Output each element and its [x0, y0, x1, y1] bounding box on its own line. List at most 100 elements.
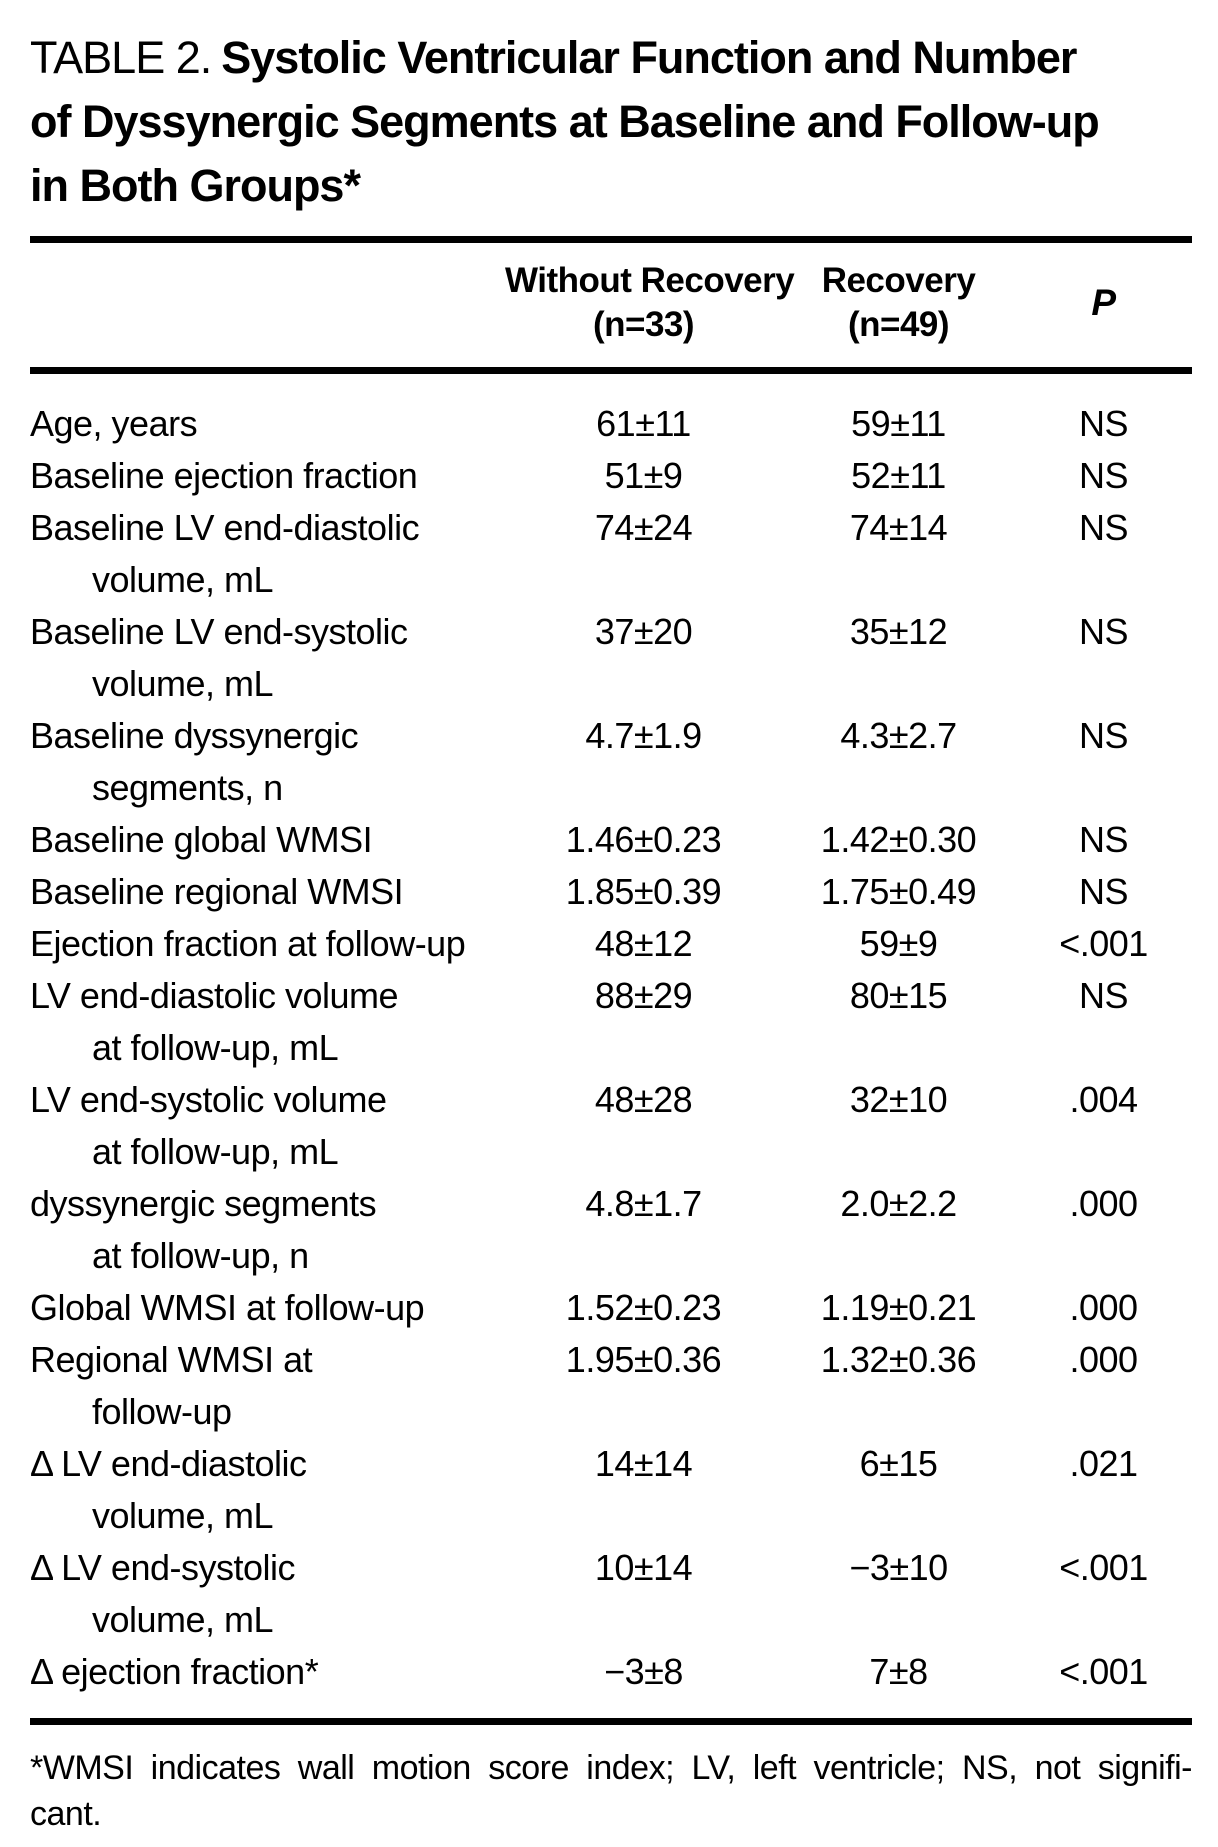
row-label-continuation: segments, n [92, 767, 283, 808]
row-label: Age, years [30, 403, 198, 444]
value-p: NS [1078, 403, 1129, 444]
value-recovery: 4.3±2.7 [840, 715, 957, 756]
table-row: LV end-diastolic volume at follow-up, mL… [30, 970, 1192, 1074]
value-recovery: 59±9 [859, 923, 938, 964]
table-row: dyssynergic segments at follow-up, n 4.8… [30, 1178, 1192, 1282]
title-text-line-3: in Both Groups* [30, 160, 361, 211]
value-p: <.001 [1059, 923, 1148, 964]
footnote: *WMSI indicates wall motion score index;… [30, 1745, 1193, 1837]
value-without-recovery: 48±12 [594, 923, 693, 964]
table-row: Global WMSI at follow-up 1.52±0.23 1.19±… [30, 1282, 1192, 1334]
value-without-recovery: 37±20 [594, 611, 693, 652]
table-row: Baseline dyssynergic segments, n 4.7±1.9… [30, 710, 1192, 814]
table-row: LV end-systolic volume at follow-up, mL … [30, 1074, 1192, 1178]
value-without-recovery: 48±28 [594, 1079, 693, 1120]
row-label-cell: Δ LV end-diastolic volume, mL [30, 1438, 505, 1542]
value-p: .000 [1069, 1287, 1138, 1328]
table-row: Baseline ejection fraction 51±9 52±11 NS [30, 450, 1192, 502]
table-title: TABLE 2. Systolic Ventricular Function an… [30, 26, 1192, 218]
row-label: LV end-diastolic volume [30, 975, 399, 1016]
row-label-continuation: volume, mL [92, 1599, 274, 1640]
value-p: NS [1078, 871, 1129, 912]
row-label-cell: Baseline LV end-diastolic volume, mL [30, 502, 505, 606]
value-p: .000 [1069, 1183, 1138, 1224]
row-label-cell: dyssynergic segments at follow-up, n [30, 1178, 505, 1282]
row-label-cell: Baseline global WMSI [30, 814, 505, 866]
row-label-cell: Age, years [30, 371, 505, 451]
table-row: Baseline LV end-diastolic volume, mL 74±… [30, 502, 1192, 606]
col-header-recovery: Recovery (n=49) [782, 243, 1015, 374]
table-header: Without Recovery (n=33) Recovery (n=49) … [30, 243, 1192, 374]
value-without-recovery: −3±8 [604, 1651, 683, 1692]
row-label-continuation: volume, mL [92, 663, 274, 704]
col-header-recovery-n: (n=49) [847, 305, 950, 344]
row-label-continuation: follow-up [92, 1391, 232, 1432]
col-header-without-recovery-line1: Without Recovery [505, 261, 795, 300]
row-label-cell: Δ LV end-systolic volume, mL [30, 1542, 505, 1646]
value-p: .021 [1069, 1443, 1138, 1484]
value-recovery: 74±14 [849, 507, 948, 548]
row-label-continuation: at follow-up, mL [92, 1131, 339, 1172]
value-without-recovery: 14±14 [594, 1443, 693, 1484]
row-label: Baseline LV end-systolic [30, 611, 408, 652]
value-without-recovery: 4.8±1.7 [585, 1183, 702, 1224]
row-label: LV end-systolic volume [30, 1079, 387, 1120]
row-label-continuation: at follow-up, mL [92, 1027, 339, 1068]
value-without-recovery: 1.95±0.36 [565, 1339, 722, 1380]
footnote-line-1: *WMSI indicates wall motion score index;… [30, 1749, 1193, 1787]
value-without-recovery: 88±29 [594, 975, 693, 1016]
title-line-1: TABLE 2. Systolic Ventricular Function an… [30, 26, 1192, 90]
table-row: Baseline regional WMSI 1.85±0.39 1.75±0.… [30, 866, 1192, 918]
row-label-cell: Δ ejection fraction* [30, 1646, 505, 1718]
table-row: Δ LV end-diastolic volume, mL 14±14 6±15… [30, 1438, 1192, 1542]
row-label: Global WMSI at follow-up [30, 1287, 425, 1328]
row-label-cell: Global WMSI at follow-up [30, 1282, 505, 1334]
value-recovery: 59±11 [851, 403, 946, 444]
value-recovery: 1.19±0.21 [820, 1287, 977, 1328]
row-label: Δ LV end-diastolic [30, 1443, 307, 1484]
value-p: <.001 [1059, 1547, 1148, 1588]
value-recovery: 52±11 [851, 455, 946, 496]
row-label-cell: LV end-systolic volume at follow-up, mL [30, 1074, 505, 1178]
value-without-recovery: 1.52±0.23 [565, 1287, 722, 1328]
table-body: Age, years 61±11 59±11 NS Baseline eject… [30, 371, 1192, 1719]
value-p: NS [1078, 455, 1129, 496]
value-recovery: 1.75±0.49 [820, 871, 977, 912]
title-text-line-2: of Dyssynergic Segments at Baseline and … [30, 96, 1100, 147]
top-rule [30, 236, 1192, 243]
row-label-continuation: volume, mL [92, 1495, 274, 1536]
value-p: NS [1078, 611, 1129, 652]
value-p: NS [1078, 819, 1129, 860]
value-recovery: 35±12 [849, 611, 948, 652]
title-text-line-1: Systolic Ventricular Function and Number [221, 32, 1077, 83]
value-p: NS [1078, 507, 1129, 548]
col-header-without-recovery: Without Recovery (n=33) [505, 243, 795, 374]
value-recovery: 2.0±2.2 [840, 1183, 957, 1224]
row-label-cell: Baseline dyssynergic segments, n [30, 710, 505, 814]
row-label-cell: Regional WMSI at follow-up [30, 1334, 505, 1438]
value-without-recovery: 61±11 [596, 403, 691, 444]
col-header-without-recovery-n: (n=33) [592, 305, 695, 344]
row-label-continuation: volume, mL [92, 559, 274, 600]
value-recovery: 32±10 [849, 1079, 948, 1120]
table-number: TABLE 2. [30, 32, 212, 83]
value-without-recovery: 1.85±0.39 [565, 871, 722, 912]
table-row: Age, years 61±11 59±11 NS [30, 371, 1192, 451]
data-table: Without Recovery (n=33) Recovery (n=49) … [30, 243, 1192, 1718]
table-row: Δ ejection fraction* −3±8 7±8 <.001 [30, 1646, 1192, 1718]
row-label: Baseline ejection fraction [30, 455, 418, 496]
value-recovery: 6±15 [859, 1443, 938, 1484]
value-without-recovery: 51±9 [604, 455, 683, 496]
value-without-recovery: 1.46±0.23 [565, 819, 722, 860]
value-recovery: 1.42±0.30 [820, 819, 977, 860]
value-without-recovery: 74±24 [594, 507, 693, 548]
value-p: NS [1078, 715, 1129, 756]
row-label-cell: Baseline LV end-systolic volume, mL [30, 606, 505, 710]
table-row: Baseline LV end-systolic volume, mL 37±2… [30, 606, 1192, 710]
value-recovery: 7±8 [869, 1651, 928, 1692]
row-label: Baseline regional WMSI [30, 871, 404, 912]
header-row: Without Recovery (n=33) Recovery (n=49) … [30, 243, 1192, 374]
value-recovery: −3±10 [849, 1547, 948, 1588]
value-p: <.001 [1059, 1651, 1148, 1692]
